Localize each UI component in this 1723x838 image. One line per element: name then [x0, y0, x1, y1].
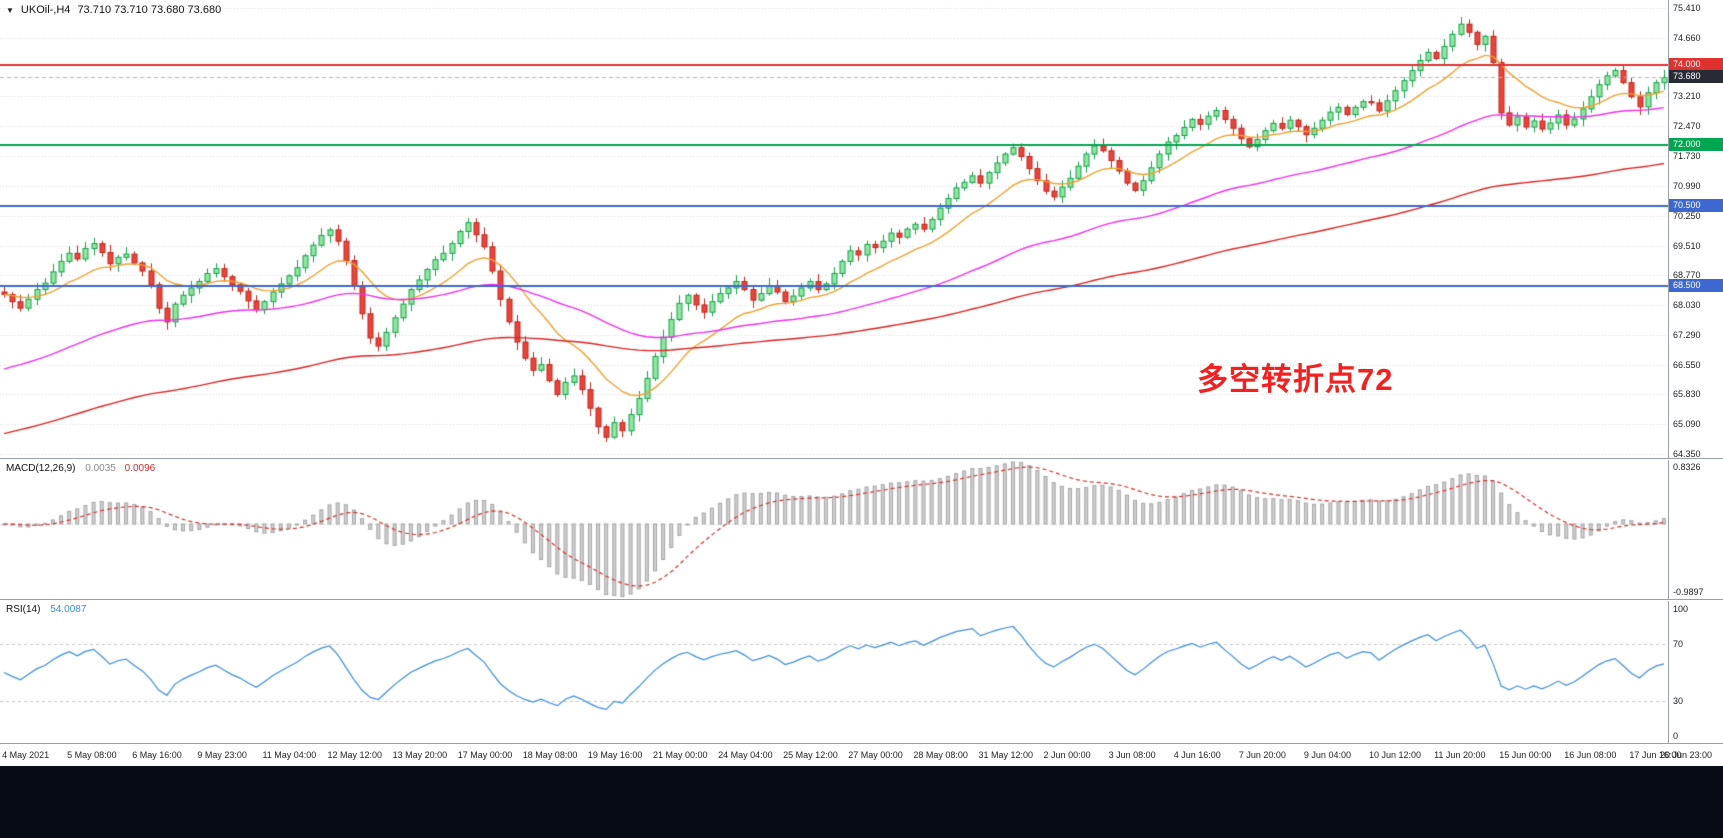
rsi-tick-70: 70	[1673, 639, 1684, 649]
rsi-tick-0: 0	[1673, 731, 1679, 741]
time-tick-label: 5 May 08:00	[67, 750, 117, 760]
time-tick-label: 11 May 04:00	[262, 750, 317, 760]
price-tick-label: 70.250	[1673, 210, 1701, 221]
time-tick-label: 20 Jun 23:00	[1660, 750, 1713, 760]
price-axis[interactable]: 75.410 74.660 73.210 72.470 71.730 70.990 70.2…	[1668, 0, 1723, 459]
time-tick-label: 9 Jun 04:00	[1303, 750, 1351, 760]
current-price-badge: 73.680	[1669, 70, 1723, 84]
price-tick-label: 73.210	[1673, 91, 1701, 102]
main-chart-panel: ▼ UKOil-,H4 73.710 73.710 73.680 73.680 …	[0, 0, 1723, 459]
rsi-panel: RSI(14) 54.0087 100 70 30 0	[0, 601, 1723, 744]
chart-header: ▼ UKOil-,H4 73.710 73.710 73.680 73.680	[6, 4, 221, 16]
price-tick-label: 75.410	[1673, 2, 1701, 13]
rsi-canvas[interactable]	[0, 601, 1668, 744]
price-chart-canvas[interactable]	[0, 0, 1668, 459]
rsi-header: RSI(14) 54.0087	[6, 604, 86, 615]
macd-main-value: 0.0035	[85, 463, 116, 474]
time-tick-label: 3 Jun 08:00	[1108, 750, 1156, 760]
price-tick-label: 72.470	[1673, 121, 1701, 132]
rsi-axis[interactable]: 100 70 30 0	[1668, 601, 1723, 743]
price-tick-label: 65.830	[1673, 389, 1701, 400]
price-tick-label: 74.660	[1673, 32, 1701, 43]
macd-axis-max: 0.8326	[1673, 462, 1701, 472]
time-tick-label: 18 May 08:00	[522, 750, 578, 760]
rsi-tick-100: 100	[1673, 604, 1689, 614]
chart-annotation-text: 多空转折点72	[1197, 362, 1394, 397]
time-tick-label: 2 Jun 00:00	[1043, 750, 1091, 760]
time-tick-label: 24 May 04:00	[718, 750, 773, 760]
time-tick-label: 17 May 00:00	[457, 750, 513, 760]
ohlc-values: 73.710 73.710 73.680 73.680	[77, 4, 222, 16]
macd-axis-min: -0.9897	[1673, 587, 1704, 597]
time-tick-label: 21 May 00:00	[652, 750, 708, 760]
price-tick-label: 66.550	[1673, 360, 1701, 371]
time-tick-label: 13 May 20:00	[392, 750, 448, 760]
rsi-value: 54.0087	[50, 604, 87, 615]
rsi-label: RSI(14)	[6, 604, 41, 615]
level-price-badge: 74.000	[1669, 57, 1723, 71]
time-tick-label: 19 May 16:00	[587, 750, 643, 760]
time-tick-label: 4 Jun 16:00	[1173, 750, 1221, 760]
collapse-triangle-icon[interactable]: ▼	[6, 5, 14, 15]
macd-axis[interactable]: 0.8326 -0.9897	[1668, 460, 1723, 599]
level-price-badge: 68.500	[1669, 279, 1723, 293]
level-price-badge: 70.500	[1669, 198, 1723, 212]
time-tick-label: 4 May 2021	[2, 750, 50, 760]
symbol-timeframe-label: UKOil-,H4	[20, 4, 71, 16]
price-tick-label: 64.350	[1673, 448, 1701, 459]
price-tick-label: 68.770	[1673, 270, 1701, 281]
time-tick-label: 10 Jun 12:00	[1369, 750, 1422, 760]
macd-signal-value: 0.0096	[124, 463, 156, 474]
time-tick-label: 28 May 08:00	[913, 750, 968, 760]
time-tick-label: 11 Jun 20:00	[1434, 750, 1486, 760]
time-tick-label: 17 Jun 16:00	[1629, 750, 1682, 760]
time-tick-label: 25 May 12:00	[783, 750, 838, 760]
time-tick-label: 7 Jun 20:00	[1238, 750, 1286, 760]
price-tick-label: 67.290	[1673, 330, 1701, 341]
price-tick-label: 69.510	[1673, 240, 1701, 251]
macd-panel: MACD(12,26,9) 0.0035 0.0096 0.8326 -0.98…	[0, 460, 1723, 600]
level-price-badge: 72.000	[1669, 138, 1723, 152]
price-tick-label: 68.030	[1673, 300, 1701, 311]
macd-canvas[interactable]	[0, 460, 1668, 600]
time-tick-label: 27 May 00:00	[848, 750, 903, 760]
price-tick-label: 71.730	[1673, 151, 1701, 162]
time-tick-label: 16 Jun 08:00	[1564, 750, 1617, 760]
price-tick-label: 65.090	[1673, 418, 1701, 429]
macd-label: MACD(12,26,9)	[6, 463, 76, 474]
time-tick-label: 6 May 16:00	[132, 750, 182, 760]
footer-band	[0, 766, 1723, 838]
rsi-tick-30: 30	[1673, 696, 1684, 706]
macd-header: MACD(12,26,9) 0.0035 0.0096	[6, 463, 155, 474]
time-tick-label: 9 May 23:00	[197, 750, 247, 760]
price-tick-label: 70.990	[1673, 180, 1701, 191]
time-tick-label: 15 Jun 00:00	[1499, 750, 1552, 760]
time-tick-label: 31 May 12:00	[978, 750, 1033, 760]
time-tick-label: 12 May 12:00	[327, 750, 383, 760]
time-axis[interactable]: 4 May 2021 5 May 08:00 6 May 16:00 9 May 23…	[0, 745, 1723, 766]
